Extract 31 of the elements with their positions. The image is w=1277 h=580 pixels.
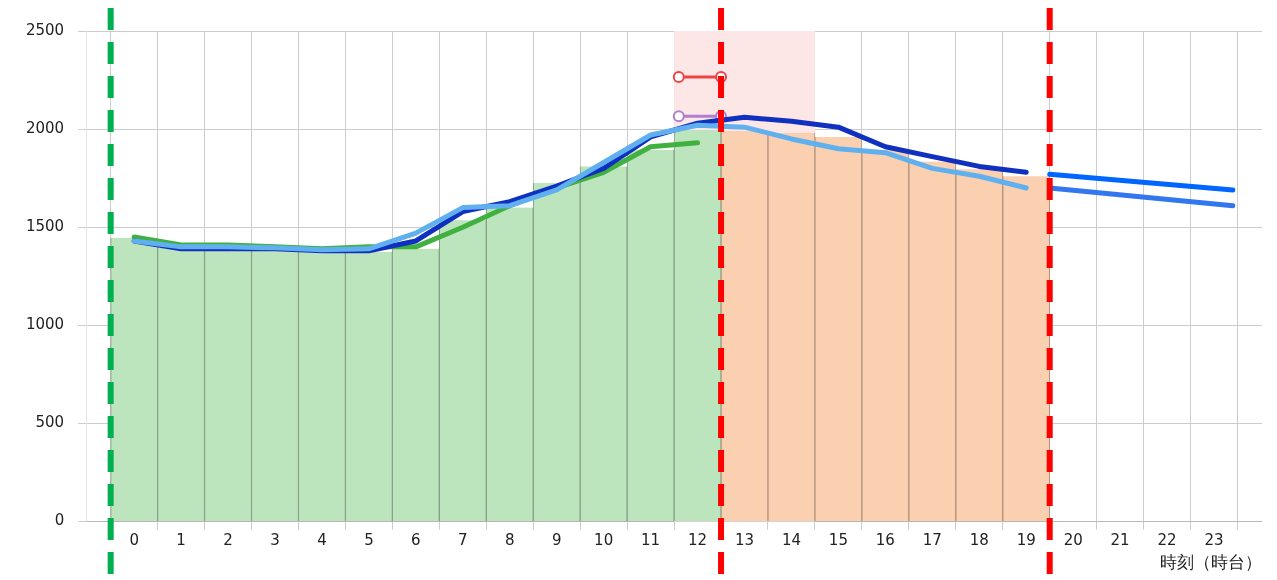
y-tick-label: 1000 <box>25 315 65 334</box>
x-tick-label: 17 <box>922 531 942 550</box>
x-tick-label: 9 <box>551 531 562 550</box>
x-tick-label: 13 <box>734 531 755 550</box>
x-axis-title: 時刻（時台） <box>1160 552 1262 573</box>
y-tick-label: 0 <box>54 511 65 530</box>
x-tick-label: 5 <box>364 531 374 550</box>
x-tick-label: 1 <box>176 531 186 550</box>
x-tick-label: 19 <box>1016 531 1036 550</box>
x-tick-label: 20 <box>1063 531 1083 550</box>
x-tick-label: 3 <box>270 531 280 550</box>
y-tick-label: 1500 <box>25 217 65 236</box>
x-tick-label: 22 <box>1157 531 1177 550</box>
x-tick-label: 2 <box>223 531 233 550</box>
y-tick-label: 500 <box>35 413 65 432</box>
x-tick-label: 0 <box>129 531 139 550</box>
x-tick-label: 16 <box>875 531 895 550</box>
x-tick-label: 7 <box>458 531 468 550</box>
x-tick-label: 12 <box>688 531 708 550</box>
x-tick-label: 15 <box>828 531 848 550</box>
x-tick-label: 4 <box>317 531 327 550</box>
x-tick-label: 11 <box>641 531 661 550</box>
y-tick-label: 2500 <box>25 20 65 39</box>
x-tick-label: 6 <box>411 531 421 550</box>
x-tick-label: 18 <box>969 531 989 550</box>
x-tick-label: 14 <box>781 531 802 550</box>
y-tick-label: 2000 <box>25 119 65 138</box>
x-tick-label: 10 <box>594 531 614 550</box>
x-tick-label: 23 <box>1204 531 1224 550</box>
x-tick-label: 8 <box>504 531 515 550</box>
x-tick-label: 21 <box>1110 531 1130 550</box>
